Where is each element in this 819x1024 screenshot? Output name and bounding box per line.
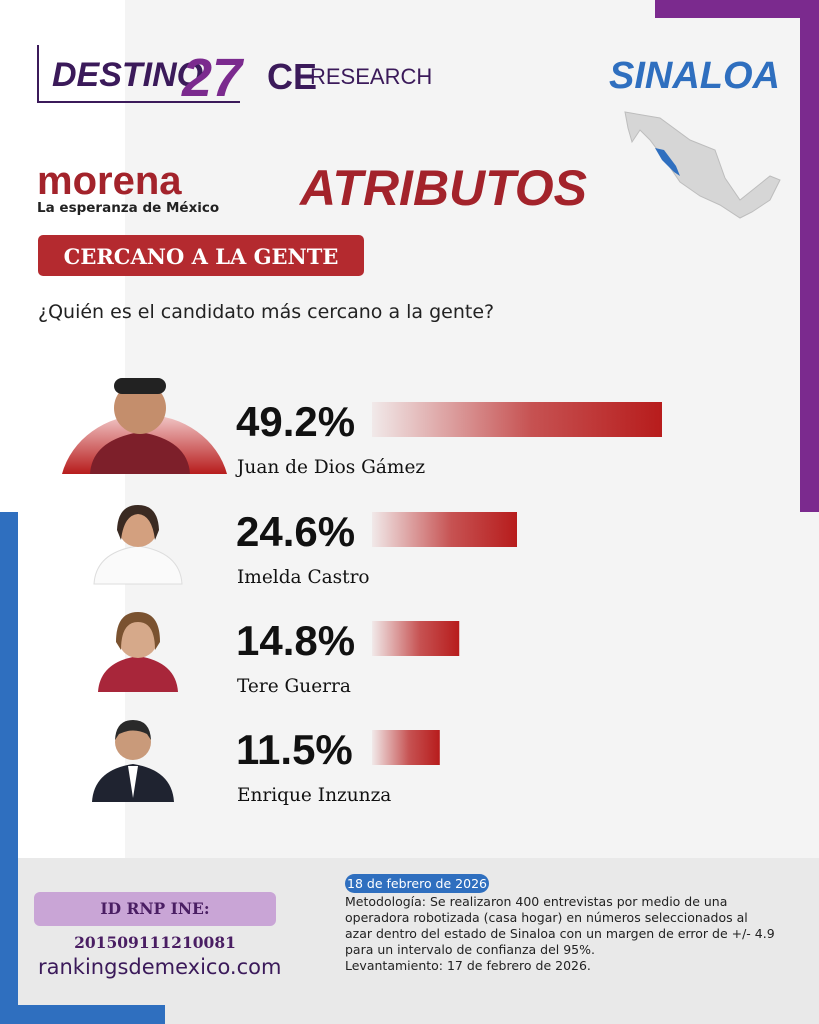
question: ¿Quién es el candidato más cercano a la … — [38, 301, 494, 323]
map — [624, 111, 781, 219]
attribute-badge — [38, 235, 364, 276]
bar-chart: 49.2% Juan de Dios Gámez 24.6% Imelda Castr… — [235, 398, 662, 806]
category-label: Imelda Castro — [237, 567, 370, 588]
candidate-photo — [93, 505, 183, 585]
registry-badge: ID RNP INE: 201509111210081 — [34, 892, 276, 952]
value-label: 49.2% — [236, 398, 355, 445]
party-tagline: La esperanza de México — [37, 200, 219, 216]
methodology-text: Metodología: Se realizaron 400 entrevist… — [345, 894, 775, 957]
value-label: 14.8% — [236, 617, 355, 664]
candidate-photo — [98, 612, 178, 692]
category-label: Tere Guerra — [237, 676, 351, 697]
bar — [372, 621, 460, 656]
frame — [800, 0, 819, 512]
bar — [372, 402, 662, 437]
date-badge: 18 de febrero de 2026 — [345, 874, 489, 893]
value-label: 24.6% — [236, 508, 355, 555]
attribute: CERCANO A LA GENTE — [64, 244, 339, 269]
candidate-photo — [90, 378, 190, 474]
partner-prefix: CE — [267, 56, 317, 97]
category-label: Juan de Dios Gámez — [235, 457, 425, 478]
frame — [0, 512, 18, 1024]
bar — [372, 512, 517, 547]
website: rankingsdemexico.com — [38, 955, 282, 979]
value-label: 11.5% — [236, 726, 353, 773]
brand: DESTINO — [52, 56, 203, 94]
methodology: Metodología: Se realizaron 400 entrevist… — [345, 894, 775, 974]
frame — [0, 1005, 165, 1024]
category-label: Enrique Inzunza — [237, 785, 391, 806]
brand-number: 27 — [181, 48, 245, 108]
map-highlight — [655, 148, 680, 176]
frame — [655, 0, 819, 18]
state: SINALOA — [609, 55, 780, 97]
section-title: ATRIBUTOS — [298, 160, 587, 216]
bar — [372, 730, 440, 765]
logo-frame — [37, 45, 240, 103]
candidate-photo — [92, 720, 174, 802]
fieldwork: Levantamiento: 17 de febrero de 2026. — [345, 958, 591, 973]
party: morena — [37, 159, 182, 203]
partner: RESEARCH — [310, 64, 432, 89]
